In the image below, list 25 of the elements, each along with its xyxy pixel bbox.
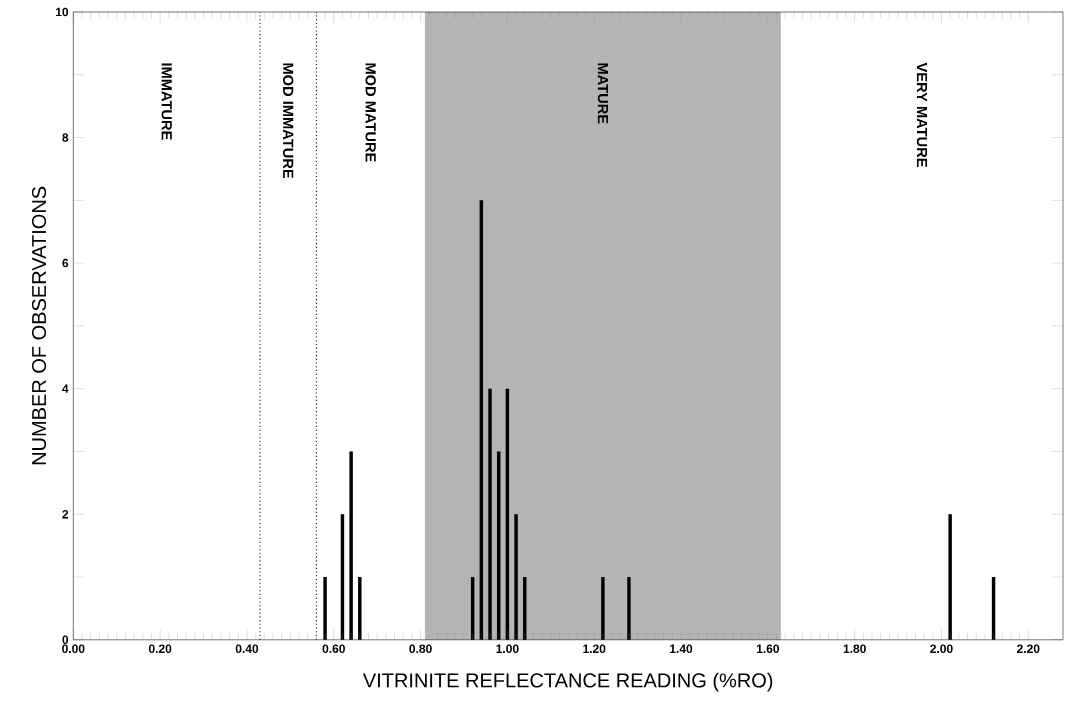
x-tick-label: 1.60 <box>756 644 780 654</box>
x-tick-label: 0.80 <box>409 644 432 654</box>
x-tick-label: 1.80 <box>843 644 866 654</box>
annotation: MOD MATURE <box>365 63 376 162</box>
x-tick-label: 1.00 <box>496 644 519 654</box>
x-tick-label: 0.00 <box>62 644 85 654</box>
x-tick-label: 2.00 <box>930 644 953 654</box>
annotation: MOD IMMATURE <box>282 63 294 179</box>
y-tick-label: 6 <box>62 258 69 268</box>
y-tick-label: 0 <box>62 635 69 645</box>
y-axis-title: NUMBER OF OBSERVATIONS <box>31 186 47 465</box>
annotation: IMMATURE <box>161 63 172 140</box>
x-tick-label: 0.40 <box>235 644 259 654</box>
x-tick-label: 1.20 <box>583 644 606 654</box>
annotation: VERY MATURE <box>916 62 928 168</box>
y-tick-label: 4 <box>62 384 69 393</box>
y-tick-label: 10 <box>56 7 69 17</box>
annotation: MATURE <box>597 63 608 124</box>
x-tick-label: 2.20 <box>1017 644 1040 654</box>
x-tick-label: 0.60 <box>322 644 345 654</box>
x-tick-label: 1.40 <box>670 644 693 654</box>
y-tick-label: 2 <box>62 510 69 519</box>
x-axis-title: VITRINITE REFLECTANCE READING (%RO) <box>362 672 773 692</box>
x-tick-label: 0.20 <box>148 644 172 654</box>
y-tick-label: 8 <box>62 133 69 142</box>
